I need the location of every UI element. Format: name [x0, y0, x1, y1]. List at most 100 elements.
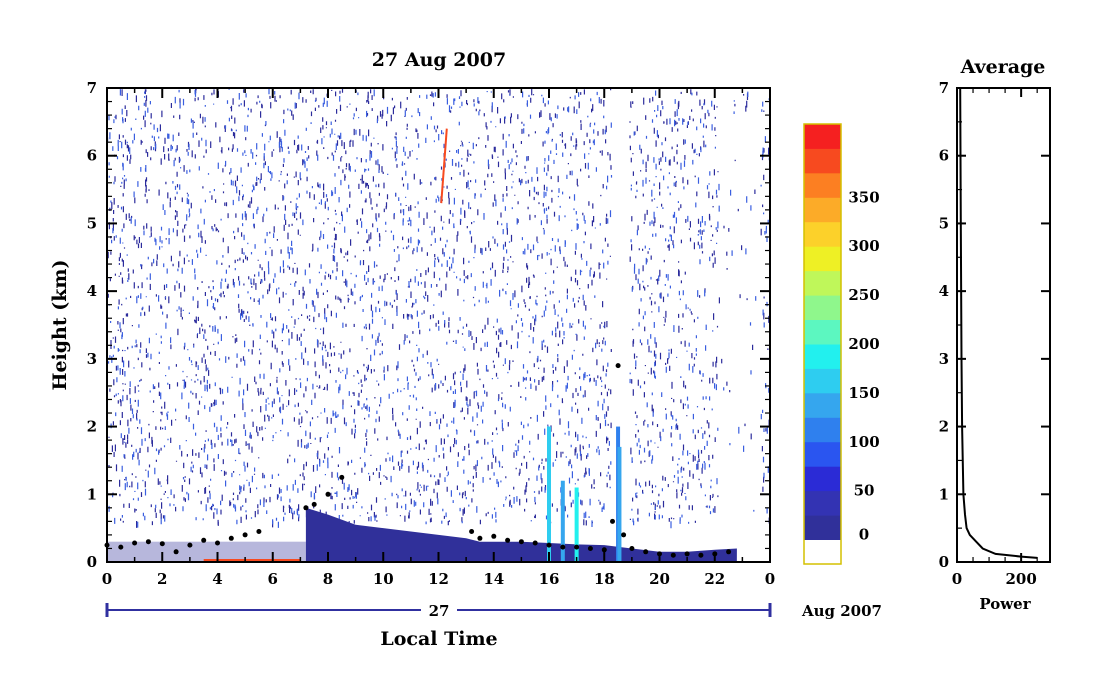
boundary-layer-point [643, 549, 649, 555]
avg-y-tick-label: 1 [939, 485, 949, 503]
avg-y-tick-label: 4 [939, 282, 949, 300]
colorbar-segment [804, 344, 841, 369]
boundary-layer-point [201, 537, 207, 543]
boundary-layer-point [621, 532, 627, 538]
colorbar-segment [804, 417, 841, 443]
y-tick-label: 2 [87, 418, 97, 436]
colorbar-tick-label: 150 [848, 384, 879, 402]
colorbar-tick-label: 0 [859, 526, 869, 544]
boundary-layer-point [587, 546, 593, 551]
boundary-layer-point [187, 542, 193, 548]
avg-y-tick-label: 0 [939, 553, 949, 571]
boundary-layer-point [303, 505, 309, 511]
colorbar-segment [804, 148, 841, 174]
colorbar-segment [804, 539, 841, 565]
y-tick-label: 5 [87, 214, 97, 232]
colorbar-segment [804, 124, 841, 149]
boundary-layer-point [726, 549, 732, 555]
x-tick-label: 2 [157, 570, 167, 588]
boundary-layer-point [560, 544, 566, 550]
heatmap-noise-dark [106, 88, 771, 528]
plume-streak [574, 487, 579, 562]
boundary-layer-point [118, 544, 124, 550]
colorbar-tick-label: 250 [848, 286, 879, 304]
boundary-layer-point [670, 552, 676, 558]
x-tick-label: 8 [323, 570, 333, 588]
colorbar-segment [804, 466, 841, 492]
x-tick-label: 4 [212, 570, 222, 588]
colorbar-tick-label: 100 [848, 433, 879, 451]
x-tick-label: 12 [428, 570, 449, 588]
boundary-layer-point [491, 533, 497, 539]
colorbar-segment [804, 197, 841, 223]
night-layer [107, 541, 306, 562]
avg-y-tick-label: 6 [939, 147, 949, 165]
colorbar-tick-label: 200 [848, 335, 879, 353]
date-bar: 27 [105, 602, 772, 620]
y-tick-label: 6 [87, 147, 97, 165]
colorbar-segment [804, 490, 841, 516]
plume-streak [547, 426, 551, 562]
boundary-layer-point [610, 518, 615, 524]
boundary-layer-point [546, 542, 552, 548]
boundary-layer-point [698, 552, 704, 558]
heatmap-background [107, 88, 770, 562]
colorbar-segment [804, 368, 841, 394]
avg-y-tick-label: 3 [939, 350, 949, 368]
colorbar-tick-label: 300 [848, 237, 879, 255]
boundary-layer-point [311, 501, 317, 507]
heatmap-x-ticks: 0 2 4 6 8 10 12 14 16 18 20 22 0 [102, 88, 775, 588]
colorbar-segment [804, 270, 841, 296]
colorbar-frame [803, 123, 842, 565]
colorbar [803, 123, 842, 565]
average-x-ticks: 0 200 [952, 88, 1038, 588]
heatmap-y-ticks: 0 1 2 3 4 5 6 7 [87, 79, 770, 571]
boundary-layer-point [477, 535, 483, 541]
boundary-layer-point [518, 539, 524, 545]
x-tick-label: 20 [649, 570, 670, 588]
colorbar-segment [804, 515, 841, 540]
boundary-layer-point [256, 529, 262, 534]
boundary-layer-points [104, 363, 732, 558]
average-panel-title: Average [960, 56, 1046, 78]
y-tick-label: 3 [87, 350, 97, 368]
boundary-layer-point [574, 544, 580, 550]
colorbar-tick-labels: 0 50 100 150 200 250 300 350 [848, 188, 879, 543]
plume-streak [560, 480, 565, 562]
heatmap-cells [106, 88, 771, 562]
heatmap-noise-light [106, 88, 771, 529]
boundary-layer-region [305, 507, 737, 562]
colorbar-tick-label: 50 [854, 482, 875, 500]
boundary-layer-point [532, 540, 538, 546]
y-tick-label: 4 [87, 282, 97, 300]
colorbar-segment [804, 172, 841, 198]
avg-y-tick-label: 7 [939, 79, 949, 97]
heatmap-y-axis-title: Height (km) [49, 260, 71, 391]
colorbar-segment [804, 221, 841, 247]
average-x-axis-title: Power [979, 595, 1031, 613]
x-tick-label: 18 [594, 570, 615, 588]
boundary-layer-point [469, 529, 475, 534]
plume-streak [617, 446, 622, 562]
boundary-layer-point [242, 532, 248, 538]
colorbar-segment [804, 441, 841, 467]
boundary-layer-point [629, 546, 635, 551]
colorbar-segment [804, 392, 841, 418]
boundary-layer-point [173, 549, 179, 555]
date-bar-day-label: 27 [429, 602, 450, 620]
x-tick-label: 6 [268, 570, 278, 588]
x-tick-label: 0 [102, 570, 112, 588]
heatmap-x-axis-title: Local Time [380, 628, 497, 650]
boundary-layer-point [339, 474, 345, 480]
boundary-layer-point [325, 491, 331, 497]
boundary-layer-point [145, 539, 151, 545]
plot-area [107, 88, 770, 562]
x-tick-label: 10 [373, 570, 394, 588]
y-tick-label: 7 [87, 79, 97, 97]
boundary-layer-point [615, 363, 621, 369]
high-echo-streak [440, 128, 448, 204]
average-panel-frame [956, 87, 1051, 563]
boundary-layer-point [132, 540, 138, 546]
colorbar-tick-label: 350 [848, 188, 879, 206]
